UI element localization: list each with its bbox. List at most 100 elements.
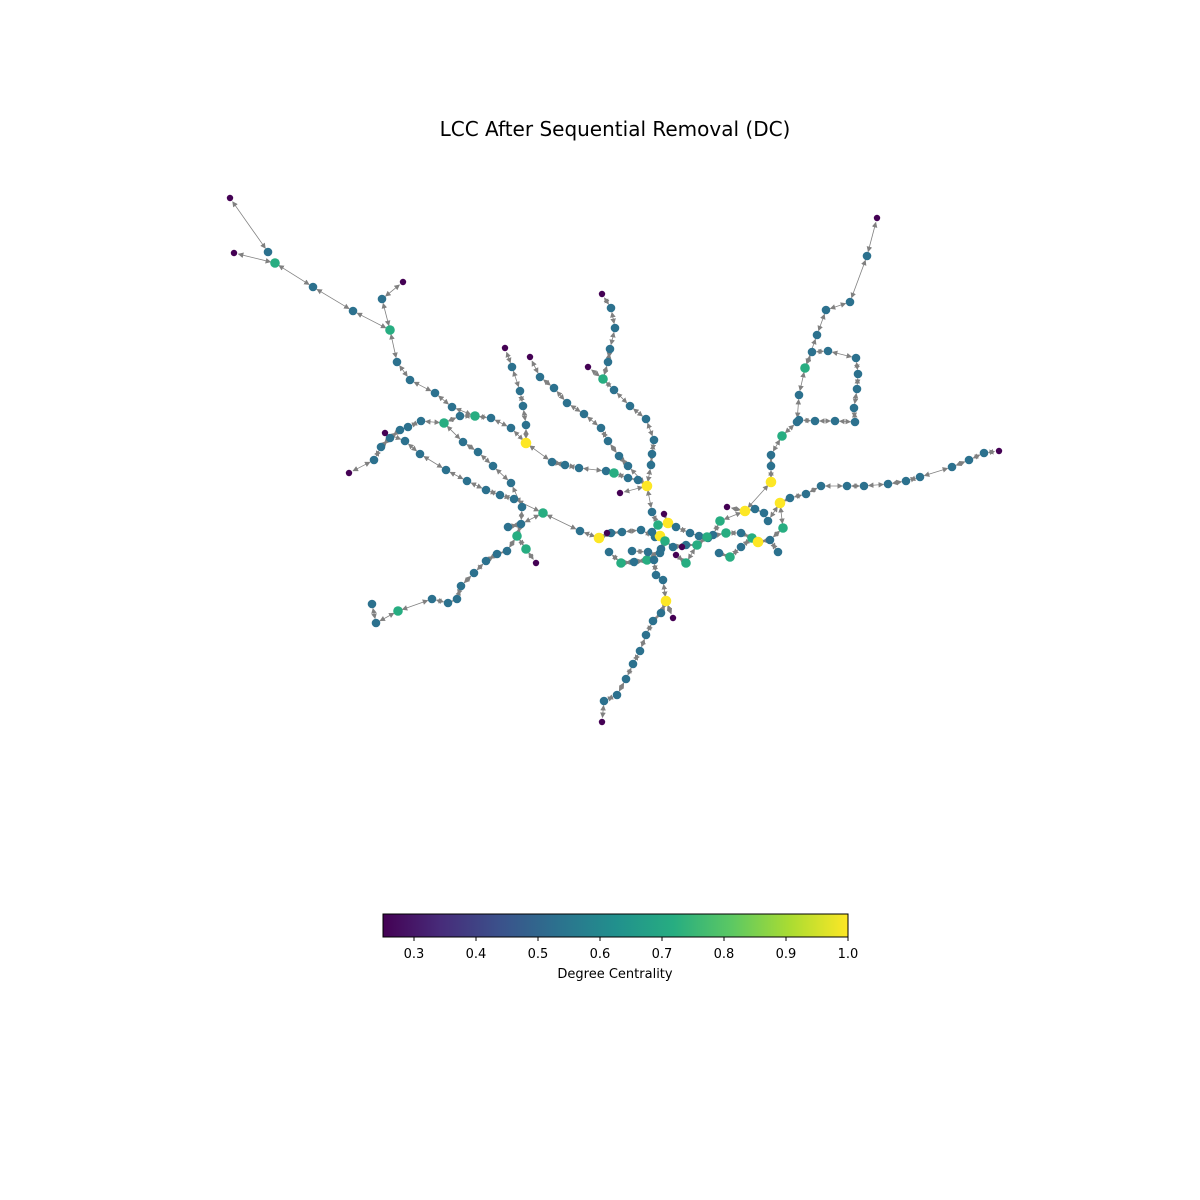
network-node [535,372,545,382]
network-edge [866,221,878,253]
network-node [636,525,646,535]
network-edge [852,392,859,405]
network-node [501,344,509,352]
network-edge [446,425,461,440]
network-node [651,570,661,580]
network-node [603,357,613,367]
colorbar: 0.3 0.4 0.5 0.6 0.7 0.8 0.9 1.0 Degree Centrali… [382,913,858,982]
network-node [964,455,974,465]
network-edge [605,352,613,359]
network-edge [610,311,616,325]
network-node [646,460,656,470]
network-edge [646,468,652,483]
network-node [759,508,769,518]
network-node [794,415,804,425]
network-node [778,523,788,533]
network-node [641,480,653,492]
network-edge [732,548,739,556]
network-edge [503,493,511,501]
network-node [599,696,609,706]
network-edge [524,514,540,523]
network-node [270,258,280,268]
network-edge [495,468,509,481]
network-edge [829,302,847,310]
network-node [226,194,234,202]
network-edge [778,506,785,525]
network-edge [742,531,751,540]
network-edge [661,583,668,598]
network-node [810,416,820,426]
network-edge [449,471,464,480]
network-node [845,297,855,307]
network-node [377,294,387,304]
network-edge [511,522,518,529]
network-node [603,529,611,537]
network-edge [850,259,867,299]
network-edge [371,607,377,620]
network-edge [679,526,687,534]
network-node [575,526,585,536]
network-node [481,556,491,566]
network-edge [466,444,475,450]
network-edge [809,487,818,493]
network-edge [529,445,549,460]
network-node [371,618,381,628]
network-edge [626,667,633,676]
network-node [794,390,804,400]
network-edge [616,392,628,404]
network-node [367,599,377,609]
network-node [649,555,659,565]
network-edge [570,405,581,412]
network-node [830,416,840,426]
network-node [526,353,534,361]
network-edge [381,302,391,327]
network-node [616,489,624,497]
network-node [376,442,386,452]
network-node [439,418,449,428]
network-edge [399,365,408,377]
network-node [752,536,764,548]
network-node [405,375,415,385]
network-edge [232,201,266,249]
network-node [721,528,731,538]
network-edge [617,472,625,479]
network-node [230,249,238,257]
network-node [385,325,395,335]
network-edge [591,369,600,377]
network-node [609,468,619,478]
network-edge [480,454,491,464]
network-node [643,547,653,557]
network-node [647,507,657,517]
network-node [574,463,584,473]
network-node [473,447,483,457]
network-node [641,414,651,424]
network-node [617,527,627,537]
network-edge [447,416,457,423]
network-edge [505,351,512,364]
network-node [672,551,680,559]
network-node [610,323,620,333]
network-edge [316,288,350,310]
network-edge [723,511,742,521]
network-node [506,423,516,433]
network-node [506,478,516,488]
network-node [765,535,775,545]
network-node [850,417,860,427]
network-node [763,516,773,526]
network-edge [556,390,565,401]
network-node [681,558,691,568]
network-edge [923,467,949,477]
network-node [715,516,725,526]
network-node [452,594,462,604]
network-edge [605,381,612,388]
network-edge [676,554,686,564]
network-edge [352,461,371,472]
network-edge [649,443,657,451]
network-edge [555,460,562,467]
network-node [777,431,787,441]
colorbar-tick-label: 0.9 [776,947,797,962]
network-edge [489,489,497,496]
network-node [469,568,479,578]
network-node [623,461,633,471]
network-node [660,510,668,518]
